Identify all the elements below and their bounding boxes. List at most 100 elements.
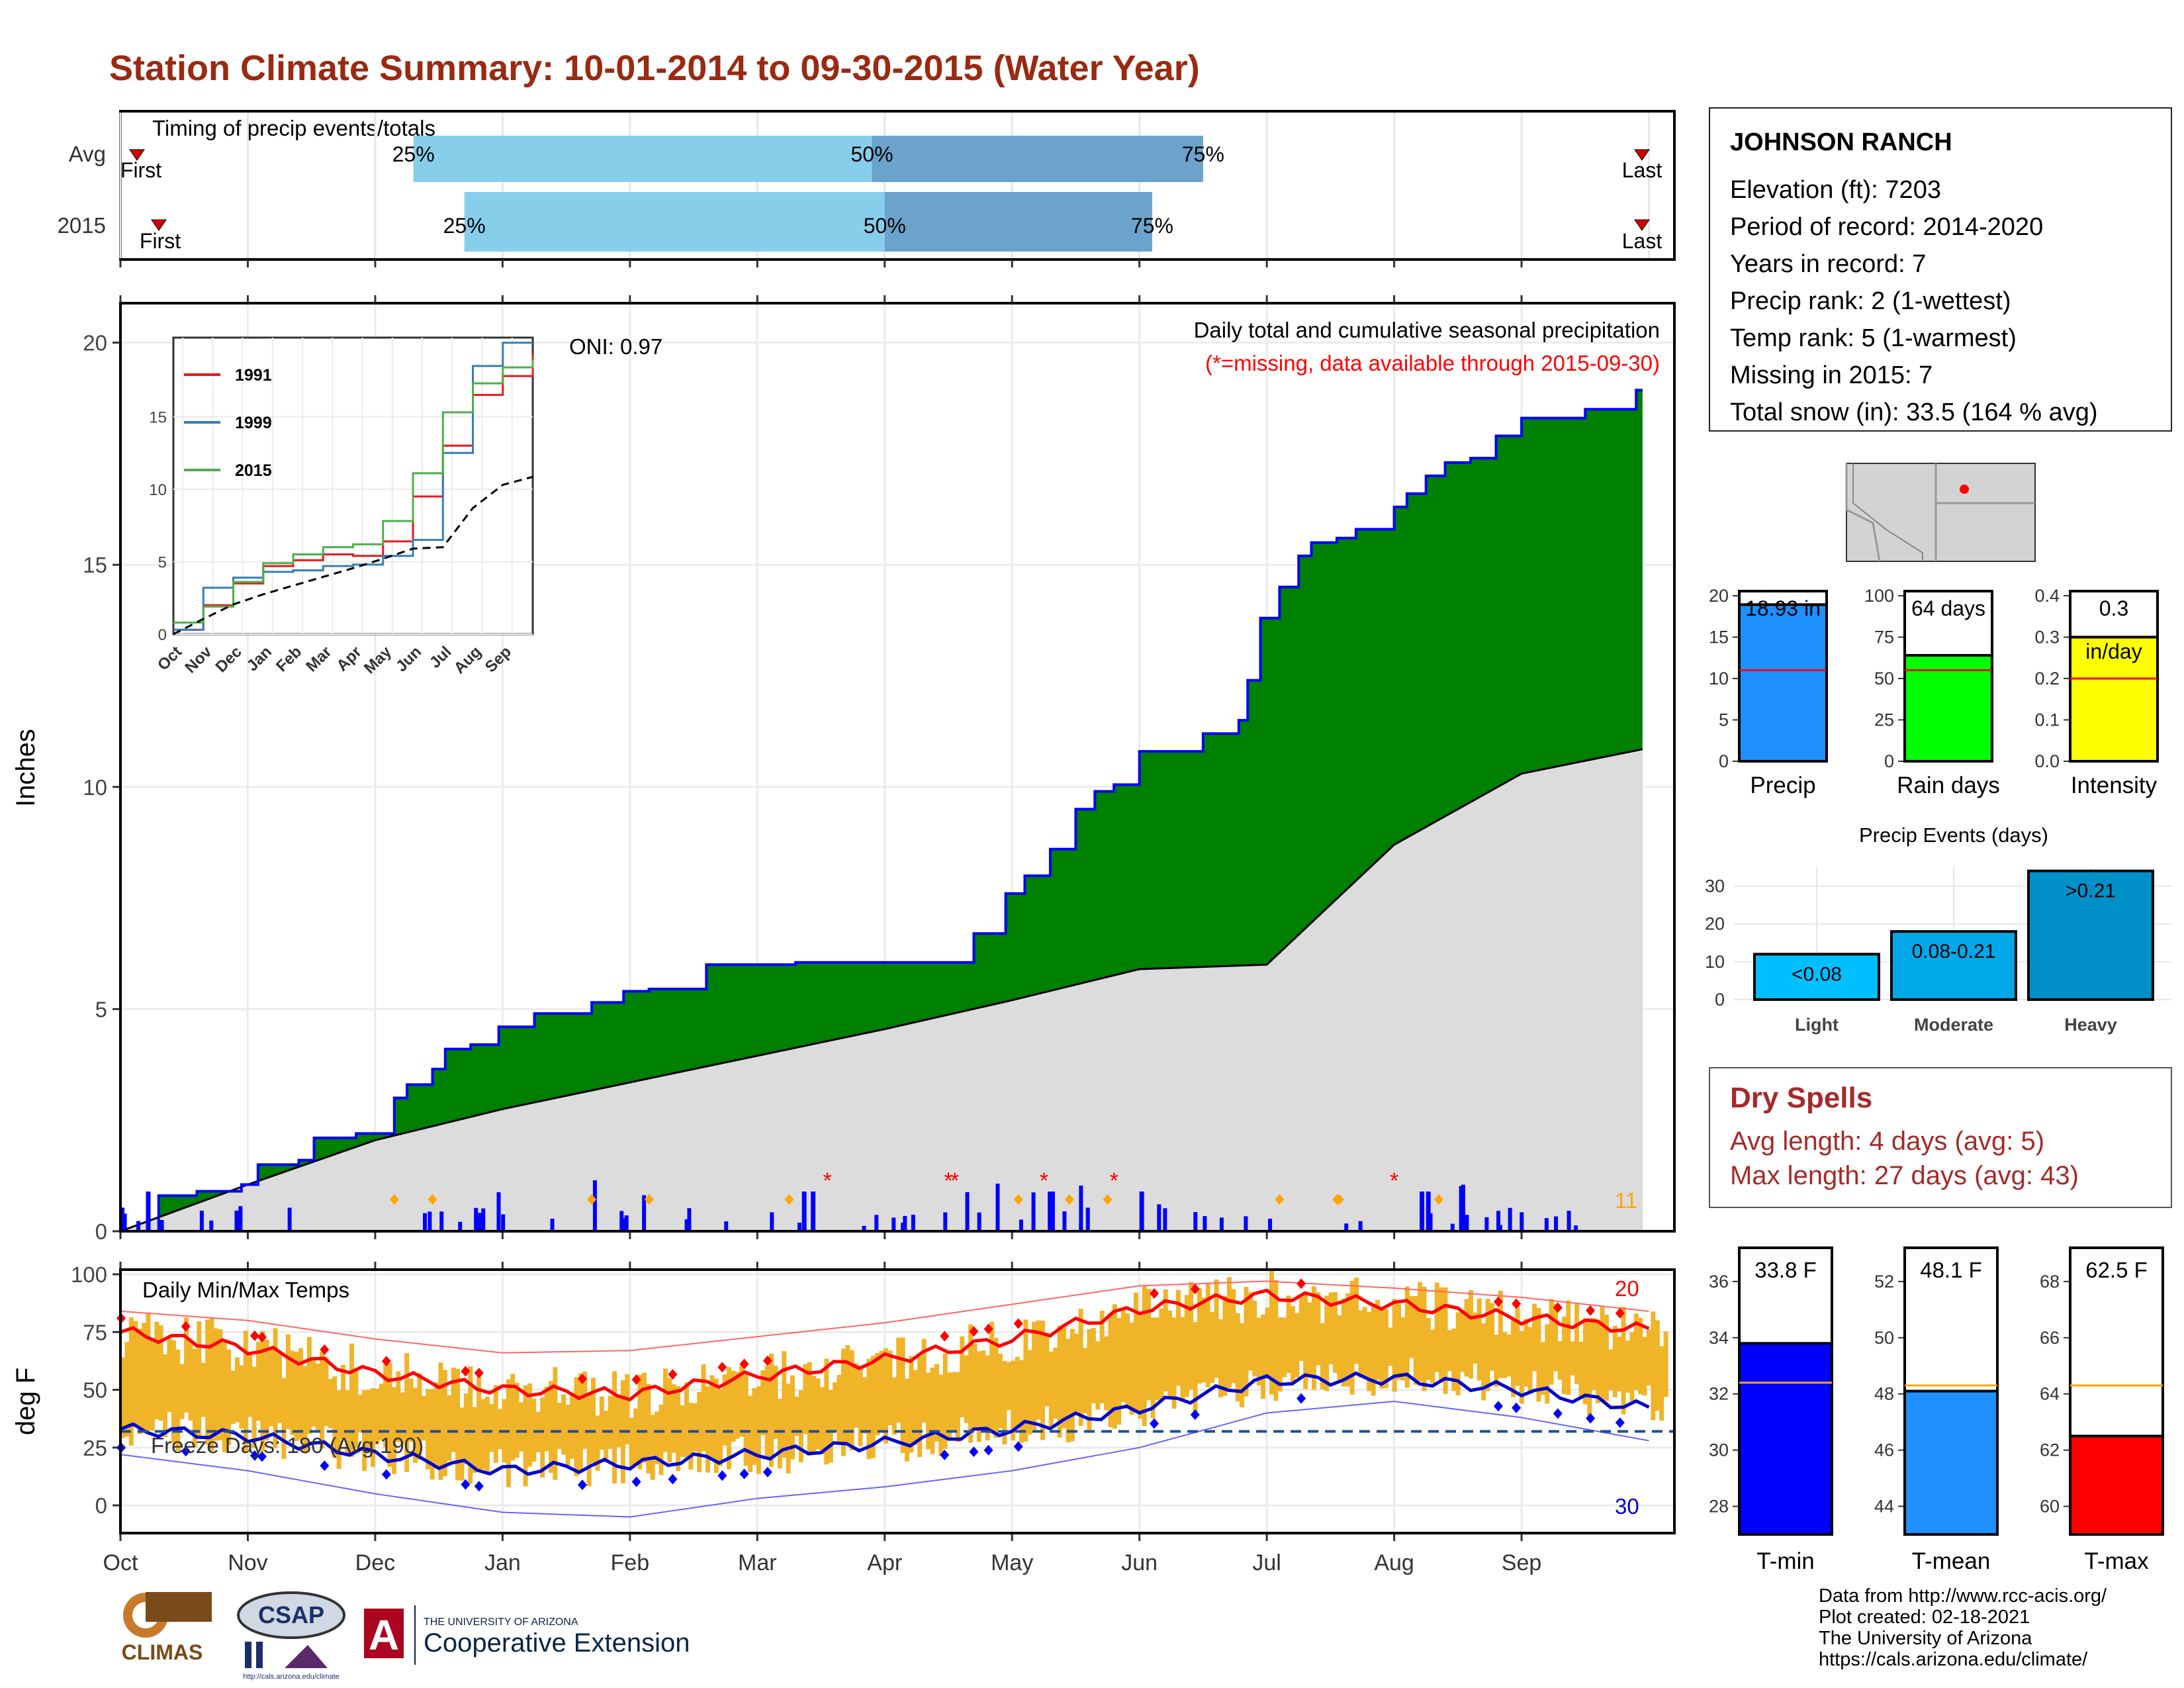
daily-temp-range-bar: [692, 1403, 698, 1452]
daily-temp-range-bar: [905, 1378, 910, 1462]
daily-temp-range-bar: [760, 1370, 766, 1435]
daily-precip-bar: [1062, 1211, 1067, 1231]
daily-precip-bar: [1163, 1208, 1167, 1231]
daily-temp-range-bar: [370, 1387, 375, 1468]
daily-temp-range-bar: [489, 1403, 494, 1452]
daily-temp-range-bar: [934, 1364, 939, 1442]
record-low-marker: [1190, 1409, 1200, 1421]
daily-precip-bar: [977, 1212, 981, 1231]
daily-temp-range-bar: [1498, 1290, 1503, 1378]
daily-temp-range-bar: [1353, 1278, 1359, 1364]
record-high-marker: [577, 1373, 587, 1384]
daily-temp-range-bar: [1600, 1306, 1605, 1402]
daily-temp-range-bar: [1036, 1320, 1041, 1420]
daily-temp-range-bar: [1527, 1327, 1533, 1393]
svg-text:CLIMAS: CLIMAS: [122, 1640, 203, 1664]
daily-temp-range-bar: [1027, 1350, 1032, 1434]
daily-temp-range-bar: [226, 1349, 232, 1446]
daily-temp-range-bar: [451, 1368, 456, 1452]
daily-temp-range-bar: [197, 1321, 202, 1438]
daily-temp-range-bar: [234, 1357, 240, 1423]
daily-precip-bar: [1544, 1218, 1549, 1231]
temp-bar-label: T-mean: [1912, 1548, 1991, 1574]
daily-temp-range-bar: [345, 1390, 350, 1457]
temp-ytick: 50: [83, 1378, 107, 1403]
daily-precip-bar: [209, 1220, 214, 1231]
record-high-marker: [1615, 1307, 1625, 1319]
daily-temp-range-bar: [167, 1338, 172, 1412]
summary-ytick: 100: [1864, 586, 1894, 606]
daily-temp-range-bar: [1218, 1319, 1224, 1397]
daily-temp-range-bar: [837, 1374, 842, 1442]
daily-temp-range-bar: [1574, 1303, 1580, 1384]
temp-bar-label: T-min: [1756, 1548, 1815, 1574]
station-location-marker: [1960, 485, 1969, 494]
daily-temp-range-bar: [171, 1340, 176, 1444]
daily-temp-range-bar: [1163, 1289, 1168, 1391]
daily-temp-range-bar: [175, 1349, 181, 1451]
record-low-marker: [257, 1451, 267, 1462]
temp-bar-ytick: 62: [2040, 1440, 2060, 1460]
record-low-marker: [474, 1481, 484, 1492]
events-category: Heavy: [2064, 1015, 2117, 1035]
station-snow: Total snow (in): 33.5 (164 % avg): [1730, 399, 2098, 426]
daily-precip-bar: [1508, 1207, 1512, 1231]
daily-temp-range-bar: [1240, 1323, 1245, 1407]
daily-temp-range-bar: [213, 1328, 218, 1441]
inset-ytick: 0: [158, 626, 167, 644]
daily-temp-range-bar: [997, 1354, 1003, 1429]
daily-temp-range-bar: [1570, 1341, 1575, 1376]
station-name: JOHNSON RANCH: [1730, 128, 1952, 156]
daily-precip-bar: [496, 1192, 501, 1231]
timing-p50: 50%: [850, 142, 893, 166]
summary-ytick: 0.1: [2034, 710, 2060, 730]
daily-temp-range-bar: [655, 1411, 660, 1464]
daily-temp-range-bar: [1002, 1360, 1007, 1444]
daily-temp-range-bar: [1108, 1313, 1113, 1428]
daily-precip-bar: [1459, 1186, 1463, 1231]
daily-temp-range-bar: [142, 1323, 147, 1432]
daily-temp-range-bar: [404, 1353, 410, 1472]
daily-temp-range-bar: [1426, 1318, 1431, 1380]
daily-temp-range-bar: [1324, 1295, 1330, 1391]
daily-temp-range-bar: [1197, 1288, 1202, 1384]
daily-temp-range-bar: [1608, 1349, 1614, 1391]
daily-precip-bar: [1244, 1216, 1248, 1231]
daily-temp-range-bar: [773, 1365, 778, 1439]
temp-bar-ytick: 36: [1709, 1272, 1729, 1291]
daily-precip-bar: [1520, 1212, 1524, 1231]
daily-temp-range-bar: [146, 1313, 151, 1431]
dry-spells-title: Dry Spells: [1730, 1082, 1873, 1114]
record-high-marker: [631, 1374, 641, 1385]
record-high-marker: [1493, 1296, 1503, 1307]
daily-temp-range-bar: [569, 1395, 574, 1459]
record-low-marker: [983, 1444, 993, 1456]
daily-temp-range-bar: [1477, 1298, 1482, 1381]
daily-temp-range-bar: [472, 1407, 477, 1473]
daily-temp-range-bar: [845, 1345, 850, 1444]
record-low-marker: [577, 1479, 587, 1491]
daily-temp-range-bar: [1235, 1313, 1240, 1402]
daily-temp-range-bar: [1396, 1304, 1402, 1380]
daily-precip-bar: [481, 1208, 486, 1231]
daily-temp-range-bar: [277, 1353, 283, 1423]
daily-temp-range-bar: [298, 1348, 304, 1440]
daily-temp-range-bar: [684, 1382, 689, 1458]
daily-temp-range-bar: [201, 1362, 206, 1417]
daily-temp-range-bar: [430, 1389, 435, 1480]
daily-precip-bar: [1484, 1217, 1489, 1231]
summary-ytick: 10: [1709, 669, 1729, 688]
daily-precip-bar: [428, 1211, 432, 1231]
daily-temp-range-bar: [128, 1317, 134, 1446]
daily-temp-range-bar: [336, 1390, 341, 1469]
daily-precip-bar: [1193, 1212, 1198, 1231]
record-high-marker: [250, 1330, 259, 1341]
daily-temp-range-bar: [1180, 1317, 1185, 1402]
svg-text:Cooperative Extension: Cooperative Extension: [424, 1628, 690, 1658]
daily-precip-bar: [422, 1213, 427, 1231]
month-tick-label: Mar: [738, 1550, 777, 1575]
summary-label: Intensity: [2071, 773, 2158, 798]
record-low-marker: [940, 1449, 950, 1460]
daily-precip-bar: [1157, 1204, 1161, 1231]
daily-temp-range-bar: [1277, 1317, 1283, 1392]
